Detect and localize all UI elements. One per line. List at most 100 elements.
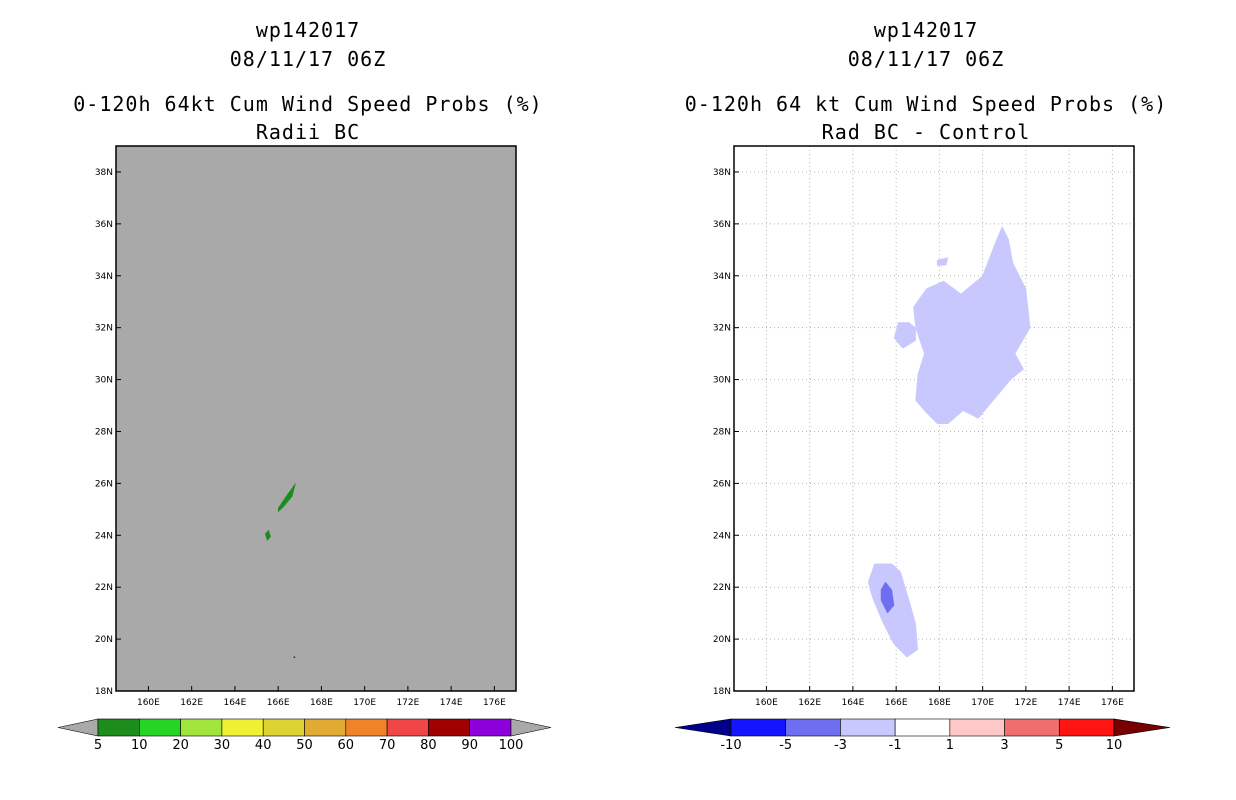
y-tick-label: 30N — [713, 376, 731, 386]
colorbar-swatch — [345, 718, 388, 737]
plot-frame — [115, 145, 517, 692]
right-panel-storm-id: wp142017 — [873, 18, 979, 42]
colorbar-label: -3 — [834, 738, 847, 753]
y-tick-label: 22N — [713, 583, 731, 593]
colorbar-label: -10 — [720, 738, 741, 753]
probability-region — [277, 483, 296, 513]
left-panel-subtitle: Radii BC — [255, 120, 361, 144]
y-tick-label: 36N — [713, 220, 731, 230]
colorbar-label: 10 — [131, 738, 148, 753]
colorbar-over-triangle — [510, 718, 552, 737]
colorbar-label: 50 — [296, 738, 313, 753]
colorbar-label: 30 — [214, 738, 231, 753]
y-tick-label: 30N — [95, 376, 113, 386]
colorbar-label: 80 — [420, 738, 437, 753]
y-tick-label: 20N — [713, 635, 731, 645]
y-tick-label: 26N — [713, 479, 731, 489]
colorbar-swatch — [1004, 718, 1060, 737]
colorbar-swatch — [386, 718, 429, 737]
y-tick-label: 18N — [713, 687, 731, 697]
colorbar-swatch — [894, 718, 951, 737]
right-panel-title: 0-120h 64 kt Cum Wind Speed Probs (%) — [684, 92, 1168, 116]
colorbar-swatch — [180, 718, 223, 737]
colorbar-swatch — [840, 718, 896, 737]
colorbar-label: 5 — [94, 738, 102, 753]
probability-region — [893, 322, 916, 349]
colorbar-swatch — [785, 718, 841, 737]
y-tick-label: 28N — [95, 427, 113, 437]
colorbar-label: 1 — [946, 738, 954, 753]
probability-region — [867, 563, 919, 658]
x-tick-label: 170E — [353, 698, 376, 708]
probability-region — [264, 529, 271, 542]
left-panel-storm-id: wp142017 — [255, 18, 361, 42]
colorbar-swatch — [304, 718, 347, 737]
right-panel-subtitle: Rad BC - Control — [821, 120, 1031, 144]
colorbar-label: -5 — [779, 738, 792, 753]
y-tick-label: 32N — [713, 324, 731, 334]
probability-region — [936, 257, 949, 266]
x-tick-label: 174E — [440, 698, 463, 708]
colorbar-under-triangle — [674, 718, 732, 737]
x-tick-label: 160E — [755, 698, 778, 708]
y-tick-label: 26N — [95, 479, 113, 489]
plot-area — [264, 483, 296, 542]
y-tick-label: 34N — [95, 272, 113, 282]
y-tick-label: 18N — [95, 687, 113, 697]
panel-right: 160E 162E 164E 166E 168E 170E 172E 174E 176E 18N 2… — [674, 145, 1171, 753]
colorbar-swatch — [469, 718, 512, 737]
y-tick-label: 38N — [95, 168, 113, 178]
colorbar-swatch — [262, 718, 305, 737]
left-panel-date: 08/11/17 06Z — [229, 47, 387, 71]
colorbar-label: 90 — [461, 738, 478, 753]
x-tick-label: 168E — [310, 698, 333, 708]
colorbar-label: 100 — [499, 738, 524, 753]
colorbar-swatch — [730, 718, 787, 737]
colorbar-label: 60 — [338, 738, 355, 753]
colorbar-swatch — [1058, 718, 1115, 737]
y-tick-label: 34N — [713, 272, 731, 282]
colorbar: -10 -5 -3 -1 1 3 5 10 — [674, 718, 1171, 753]
x-tick-label: 162E — [180, 698, 203, 708]
colorbar-label: 70 — [379, 738, 396, 753]
x-tick-label: 168E — [928, 698, 951, 708]
colorbar-swatch — [221, 718, 264, 737]
colorbar-label: 10 — [1106, 738, 1123, 753]
y-tick-label: 22N — [95, 583, 113, 593]
colorbar-label: -1 — [889, 738, 902, 753]
y-tick-label: 36N — [95, 220, 113, 230]
colorbar-swatch — [949, 718, 1005, 737]
y-tick-label: 28N — [713, 427, 731, 437]
x-tick-label: 166E — [267, 698, 290, 708]
x-tick-label: 162E — [798, 698, 821, 708]
colorbar-swatch — [428, 718, 470, 737]
colorbar-swatch — [139, 718, 181, 737]
storm-position-dot — [293, 656, 296, 659]
colorbar-label: 40 — [255, 738, 272, 753]
x-tick-label: 160E — [137, 698, 160, 708]
colorbar-under-triangle — [57, 718, 99, 737]
x-tick-label: 176E — [1101, 698, 1124, 708]
y-tick-label: 32N — [95, 324, 113, 334]
colorbar-over-triangle — [1113, 718, 1171, 737]
plot-area — [734, 146, 1134, 691]
y-tick-label: 24N — [713, 531, 731, 541]
y-tick-label: 20N — [95, 635, 113, 645]
plot-background — [116, 146, 516, 691]
left-panel-title: 0-120h 64kt Cum Wind Speed Probs (%) — [73, 92, 543, 116]
x-tick-label: 172E — [396, 698, 419, 708]
probability-region — [880, 581, 895, 614]
colorbar-label: 20 — [172, 738, 189, 753]
x-tick-label: 172E — [1014, 698, 1037, 708]
x-tick-label: 166E — [885, 698, 908, 708]
x-tick-label: 164E — [223, 698, 246, 708]
x-tick-label: 170E — [971, 698, 994, 708]
right-panel-date: 08/11/17 06Z — [847, 47, 1005, 71]
x-tick-label: 176E — [483, 698, 506, 708]
x-tick-label: 174E — [1058, 698, 1081, 708]
colorbar-swatch — [97, 718, 140, 737]
y-tick-label: 24N — [95, 531, 113, 541]
x-tick-label: 164E — [841, 698, 864, 708]
y-tick-label: 38N — [713, 168, 731, 178]
